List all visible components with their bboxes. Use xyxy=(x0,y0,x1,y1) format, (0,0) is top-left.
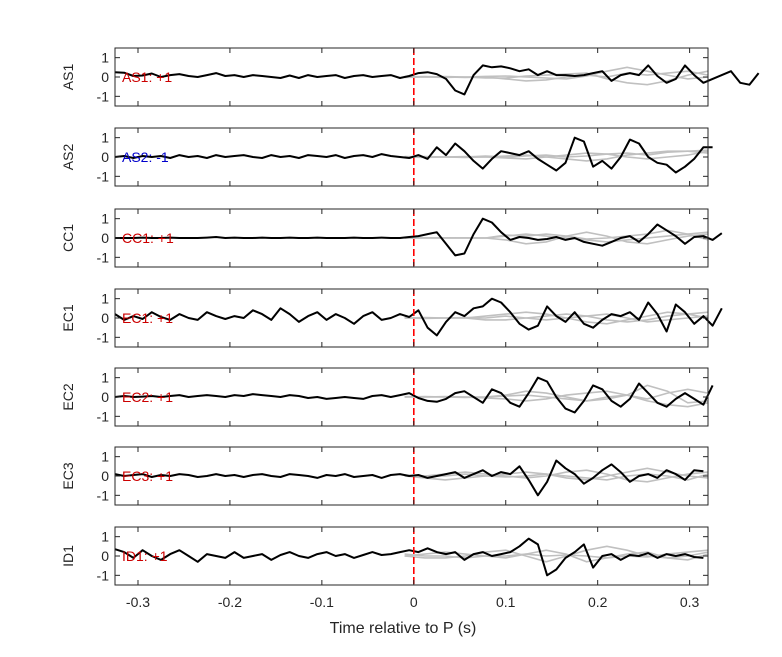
x-axis-label: Time relative to P (s) xyxy=(330,620,477,637)
panel-id1: -1 0 1 ID1 ID1: +1 xyxy=(60,526,709,586)
y-tick-label: 0 xyxy=(101,69,109,85)
y-tick-label: -1 xyxy=(97,88,110,104)
panel-annotation: AS1: +1 xyxy=(122,69,172,85)
panel-ylabel: CC1 xyxy=(60,224,76,252)
x-tick-label: 0 xyxy=(410,594,418,610)
x-tick-label: -0.2 xyxy=(218,594,242,610)
y-tick-label: -1 xyxy=(97,329,110,345)
panel-annotation: ID1: +1 xyxy=(122,548,168,564)
x-tick-label: 0.2 xyxy=(588,594,608,610)
y-tick-label: 1 xyxy=(101,449,109,465)
x-tick-label: -0.1 xyxy=(310,594,334,610)
background-trace xyxy=(404,70,709,82)
y-tick-label: 1 xyxy=(101,130,109,146)
panel-ylabel: EC2 xyxy=(60,383,76,410)
y-tick-label: 1 xyxy=(101,370,109,386)
background-trace xyxy=(404,149,709,158)
main-trace xyxy=(114,376,714,414)
panel-ylabel: AS2 xyxy=(60,144,76,171)
main-trace xyxy=(114,297,723,337)
y-tick-label: -1 xyxy=(97,487,110,503)
main-trace xyxy=(114,64,760,96)
y-tick-label: 0 xyxy=(101,149,109,165)
panel-ec3: -1 0 1 EC3 EC3: +1 xyxy=(60,446,709,506)
y-tick-label: 1 xyxy=(101,211,109,227)
y-tick-label: -1 xyxy=(97,567,110,583)
x-tick-label: 0.3 xyxy=(680,594,700,610)
panel-ec2: -1 0 1 EC2 EC2: +1 xyxy=(60,367,714,427)
panel-annotation: EC3: +1 xyxy=(122,468,173,484)
panel-as2: -1 0 1 AS2 AS2: -1 xyxy=(60,127,713,187)
panel-ylabel: EC3 xyxy=(60,462,76,489)
background-trace xyxy=(404,473,709,481)
y-tick-label: -1 xyxy=(97,408,110,424)
main-trace xyxy=(114,136,713,174)
panel-as1: -1 0 1 AS1 AS1: +1 xyxy=(60,47,760,107)
panel-ylabel: AS1 xyxy=(60,64,76,91)
x-tick-label: 0.1 xyxy=(496,594,516,610)
background-trace xyxy=(404,467,709,481)
main-trace xyxy=(115,217,723,257)
y-tick-label: 1 xyxy=(101,291,109,307)
panel-ylabel: EC1 xyxy=(60,304,76,331)
y-tick-label: 1 xyxy=(101,50,109,66)
panel-ylabel: ID1 xyxy=(60,545,76,567)
panel-cc1: -1 0 1 CC1 CC1: +1 xyxy=(60,208,723,268)
main-trace xyxy=(114,459,704,497)
background-trace xyxy=(404,229,709,241)
background-trace xyxy=(404,549,709,559)
x-axis: -0.3 -0.2 -0.1 0 0.1 0.2 0.3 xyxy=(126,594,700,610)
y-tick-label: 0 xyxy=(101,230,109,246)
panel-annotation: EC1: +1 xyxy=(122,310,173,326)
panel-annotation: EC2: +1 xyxy=(122,389,173,405)
y-tick-label: -1 xyxy=(97,249,110,265)
panel-annotation: AS2: -1 xyxy=(122,149,169,165)
x-tick-label: -0.3 xyxy=(126,594,150,610)
background-trace xyxy=(404,313,709,323)
panel-ec1: -1 0 1 EC1 EC1: +1 xyxy=(60,288,723,348)
y-tick-label: 1 xyxy=(101,529,109,545)
y-tick-label: 0 xyxy=(101,468,109,484)
y-tick-label: 0 xyxy=(101,548,109,564)
y-tick-label: 0 xyxy=(101,310,109,326)
panel-annotation: CC1: +1 xyxy=(122,230,174,246)
panels: -1 0 1 AS1 AS1: +1 -1 0 1 AS2 AS2: -1 -1 0 1 CC1 CC1: … xyxy=(60,47,760,586)
main-trace xyxy=(114,537,704,577)
y-tick-label: -1 xyxy=(97,168,110,184)
y-tick-label: 0 xyxy=(101,389,109,405)
